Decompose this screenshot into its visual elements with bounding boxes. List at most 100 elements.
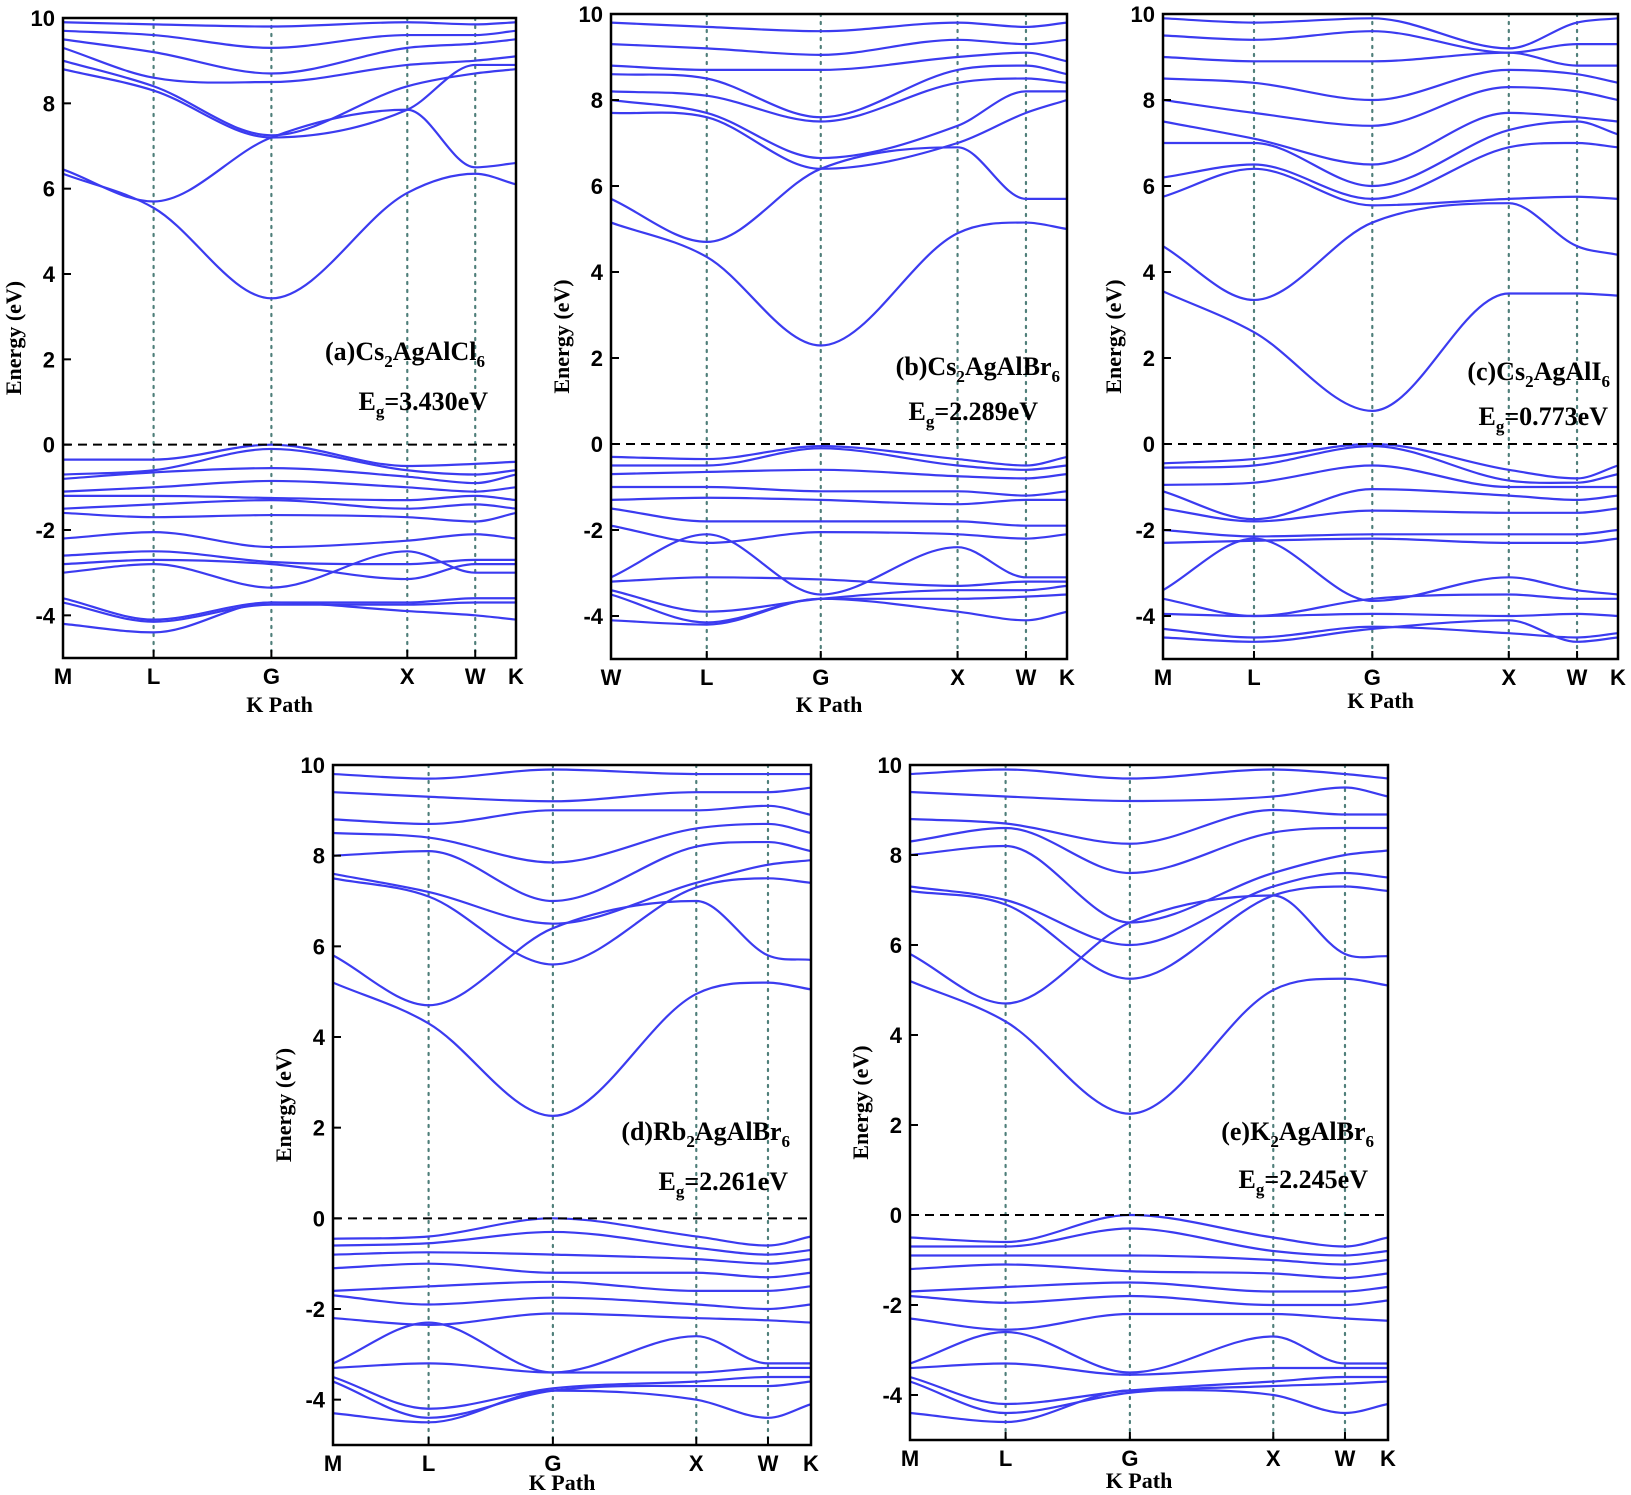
band-line-2 bbox=[611, 221, 1067, 347]
x-tick-label: X bbox=[1266, 1446, 1281, 1471]
y-tick-label: 0 bbox=[313, 1206, 325, 1231]
band-line-13 bbox=[910, 1263, 1388, 1280]
band-panel-5: -4 -2 0 2 4 6 8 10 M L G X W K K Path Energy (eV) (e)K2A… bbox=[848, 753, 1396, 1493]
y-tick-label: 6 bbox=[43, 177, 55, 202]
x-tick-label: X bbox=[400, 664, 415, 689]
y-tick-label: 0 bbox=[43, 433, 55, 458]
band-line-5 bbox=[63, 46, 516, 84]
band-line-2 bbox=[1163, 290, 1618, 412]
band-gap-label: Eg=0.773eV bbox=[1479, 402, 1609, 436]
band-line-18 bbox=[910, 1362, 1388, 1376]
x-tick-label: X bbox=[950, 665, 965, 690]
y-tick-label: -4 bbox=[305, 1388, 325, 1413]
x-tick-label: W bbox=[758, 1451, 779, 1476]
y-tick-label: 4 bbox=[591, 260, 604, 285]
x-tick-label: L bbox=[999, 1446, 1012, 1471]
band-line-11 bbox=[1163, 17, 1618, 50]
band-line-17 bbox=[333, 1321, 811, 1374]
band-line-10 bbox=[63, 447, 516, 476]
band-line-13 bbox=[611, 485, 1067, 497]
compound-label: (c)Cs2AgAlI6 bbox=[1467, 357, 1610, 391]
band-line-15 bbox=[910, 1294, 1388, 1307]
band-line-18 bbox=[611, 576, 1067, 588]
y-tick-label: -2 bbox=[583, 518, 603, 543]
band-line-6 bbox=[63, 38, 516, 75]
bands bbox=[611, 21, 1067, 626]
band-line-12 bbox=[1163, 442, 1618, 480]
band-line-9 bbox=[611, 21, 1067, 33]
y-tick-label: 4 bbox=[43, 262, 56, 287]
band-line-16 bbox=[910, 1312, 1388, 1331]
band-line-3 bbox=[611, 98, 1067, 170]
x-axis-title: K Path bbox=[1347, 688, 1414, 713]
plot-frame bbox=[1161, 12, 1620, 661]
x-tick-label: X bbox=[1501, 665, 1516, 690]
band-line-15 bbox=[611, 507, 1067, 527]
band-line-5 bbox=[910, 844, 1388, 924]
band-line-19 bbox=[910, 1375, 1388, 1406]
bands bbox=[63, 21, 516, 634]
y-tick-label: 4 bbox=[1143, 260, 1156, 285]
band-line-6 bbox=[910, 826, 1388, 875]
band-line-19 bbox=[1163, 537, 1618, 603]
x-tick-label: X bbox=[689, 1451, 704, 1476]
band-line-19 bbox=[63, 550, 516, 589]
band-line-12 bbox=[611, 468, 1067, 480]
band-line-20 bbox=[63, 597, 516, 621]
y-tick-label: 10 bbox=[301, 753, 325, 778]
band-line-11 bbox=[910, 1227, 1388, 1257]
x-tick-label: G bbox=[1364, 665, 1381, 690]
x-axis-title: K Path bbox=[529, 1470, 596, 1495]
band-line-16 bbox=[1163, 507, 1618, 523]
band-line-17 bbox=[611, 533, 1067, 596]
y-tick-label: 10 bbox=[878, 753, 902, 778]
band-line-17 bbox=[63, 550, 516, 566]
y-axis-title: Energy (eV) bbox=[271, 1048, 296, 1162]
band-line-7 bbox=[910, 808, 1388, 845]
band-panel-1: -4 -2 0 2 4 6 8 10 M L G X W K K Path Energy (eV) (a)Cs2… bbox=[1, 6, 524, 717]
plot-frame bbox=[609, 12, 1069, 661]
band-line-2 bbox=[63, 172, 516, 300]
band-line-10 bbox=[1163, 30, 1618, 54]
y-tick-label: 2 bbox=[313, 1116, 325, 1141]
y-tick-label: -2 bbox=[35, 518, 55, 543]
band-line-12 bbox=[63, 479, 516, 493]
y-tick-label: 2 bbox=[890, 1113, 902, 1138]
y-tick-label: -4 bbox=[882, 1383, 902, 1408]
x-tick-label: K bbox=[1610, 665, 1626, 690]
band-line-6 bbox=[333, 822, 811, 864]
compound-label: (d)Rb2AgAlBr6 bbox=[621, 1117, 790, 1151]
band-line-10 bbox=[333, 1217, 811, 1247]
y-axis-title: Energy (eV) bbox=[1101, 279, 1126, 393]
x-tick-label: K bbox=[1380, 1446, 1396, 1471]
band-line-17 bbox=[1163, 528, 1618, 538]
band-line-2 bbox=[910, 977, 1388, 1115]
x-tick-label: K bbox=[1059, 665, 1075, 690]
band-line-16 bbox=[611, 524, 1067, 545]
y-tick-label: 10 bbox=[579, 2, 603, 27]
y-tick-label: 2 bbox=[43, 347, 55, 372]
y-tick-label: 6 bbox=[591, 174, 603, 199]
band-line-14 bbox=[611, 496, 1067, 506]
x-tick-label: K bbox=[508, 664, 524, 689]
plot-frame bbox=[331, 763, 813, 1447]
band-line-9 bbox=[910, 768, 1388, 780]
x-tick-label: G bbox=[1121, 1446, 1138, 1471]
band-line-20 bbox=[333, 1380, 811, 1419]
band-line-18 bbox=[63, 558, 516, 581]
band-line-17 bbox=[910, 1330, 1388, 1374]
band-line-4 bbox=[63, 59, 516, 137]
band-line-16 bbox=[63, 531, 516, 549]
x-tick-label: K bbox=[803, 1451, 819, 1476]
y-tick-label: 2 bbox=[591, 346, 603, 371]
band-line-14 bbox=[333, 1280, 811, 1292]
band-line-10 bbox=[910, 1213, 1388, 1248]
x-tick-label: W bbox=[1567, 665, 1588, 690]
band-line-18 bbox=[1163, 537, 1618, 545]
x-tick-label: M bbox=[324, 1451, 342, 1476]
band-line-3 bbox=[63, 63, 516, 139]
band-line-8 bbox=[63, 21, 516, 28]
band-line-23 bbox=[1163, 619, 1618, 643]
x-tick-label: L bbox=[1247, 665, 1260, 690]
